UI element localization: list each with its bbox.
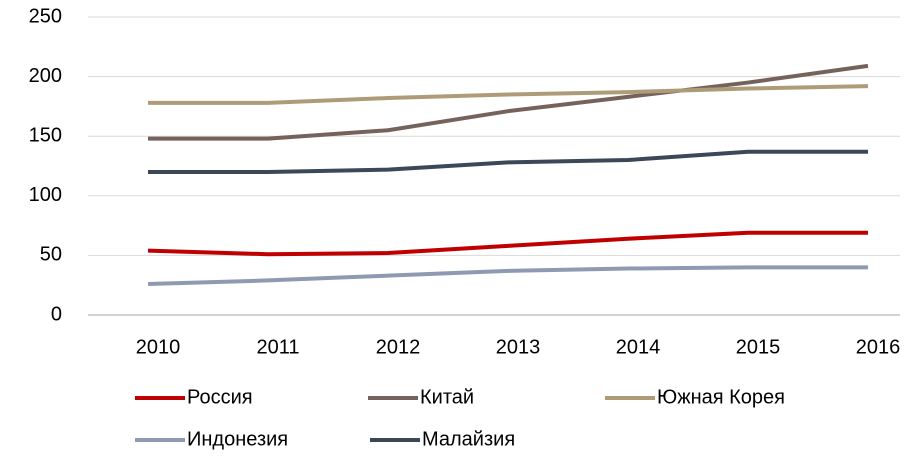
legend-label: Южная Корея bbox=[657, 386, 785, 408]
y-tick-label: 150 bbox=[29, 124, 62, 146]
series-line bbox=[147, 265, 868, 287]
y-tick-label: 0 bbox=[51, 303, 62, 325]
legend-label: Малайзия bbox=[422, 428, 515, 450]
series-line bbox=[148, 149, 868, 174]
series-line bbox=[148, 63, 869, 141]
x-tick-label: 2013 bbox=[496, 336, 541, 358]
x-tick-label: 2014 bbox=[616, 336, 661, 358]
series-line bbox=[148, 84, 869, 105]
y-tick-label: 200 bbox=[29, 65, 62, 87]
legend-label: Индонезия bbox=[187, 428, 288, 450]
series-line bbox=[147, 230, 868, 257]
y-tick-label: 50 bbox=[40, 244, 62, 266]
x-tick-label: 2010 bbox=[136, 336, 181, 358]
x-tick-label: 2016 bbox=[856, 336, 901, 358]
legend-label: Россия bbox=[187, 386, 253, 408]
x-tick-label: 2012 bbox=[376, 336, 421, 358]
legend-label: Китай bbox=[420, 386, 474, 408]
x-tick-label: 2015 bbox=[736, 336, 781, 358]
y-tick-label: 250 bbox=[29, 5, 62, 27]
y-tick-label: 100 bbox=[29, 184, 62, 206]
x-tick-label: 2011 bbox=[256, 336, 299, 358]
